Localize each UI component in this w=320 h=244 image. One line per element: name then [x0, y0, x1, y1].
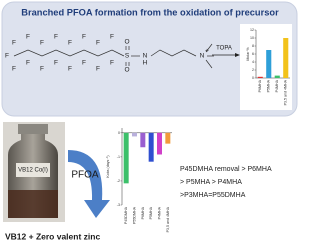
y-tick-label: 0	[252, 76, 254, 80]
atom-label: F	[5, 53, 9, 60]
title: Branched PFOA formation from the oxidati…	[21, 7, 279, 17]
bar	[266, 50, 272, 78]
methyl	[205, 43, 213, 53]
atom-label: F	[96, 66, 100, 73]
arrow-label: PFOA	[71, 170, 99, 181]
x-tick-label: P4MHA	[275, 79, 279, 92]
atom-label: N	[200, 53, 205, 60]
arrow-head	[235, 53, 240, 57]
atom-label: F	[82, 60, 86, 67]
atom-label: F	[68, 40, 72, 47]
atom-label: F	[110, 34, 114, 41]
bar	[148, 132, 154, 162]
carbon-chain	[13, 49, 125, 57]
bar	[140, 132, 146, 148]
atom-label: F	[96, 40, 100, 47]
x-tick-label: P5MHA	[267, 79, 271, 92]
atom-label: F	[82, 34, 86, 41]
atom-label: F	[26, 60, 30, 67]
y-tick-label: -3	[117, 203, 120, 207]
atom-label: O	[124, 39, 129, 46]
atom-label: F	[12, 40, 16, 47]
x-tick-label: P3,5 and 4MHA	[166, 206, 170, 232]
atom-label: F	[40, 40, 44, 47]
ranking-line: P45DMHA removal > P6MHA	[180, 166, 272, 173]
atom-label: N	[143, 53, 148, 60]
x-tick-label: P4MHA	[157, 206, 161, 219]
y-tick-label: 4	[252, 60, 254, 64]
y-axis-label: Molar %	[246, 47, 250, 61]
atom-label: S	[125, 53, 130, 60]
atom-label: F	[40, 66, 44, 73]
y-tick-label: 0	[118, 131, 120, 135]
x-tick-label: P3,5 and 4MHA	[284, 79, 288, 105]
bar	[283, 38, 289, 78]
caption: VB12 + Zero valent zinc	[5, 231, 100, 241]
x-tick-label: P6MHA	[141, 206, 145, 219]
atom-label: F	[54, 60, 58, 67]
reagent: TOPA	[216, 46, 232, 52]
atom-label: F	[12, 66, 16, 73]
y-tick-label: -2	[117, 179, 120, 183]
propyl-chain	[150, 49, 197, 57]
y-tick-label: -1	[117, 155, 120, 159]
methyl	[205, 59, 213, 69]
y-tick-label: 6	[252, 52, 254, 56]
bar	[257, 76, 263, 78]
curved-arrow	[68, 150, 110, 218]
top-panel	[1, 1, 298, 117]
molecule	[13, 43, 214, 69]
bottle-label-bg	[16, 163, 50, 177]
atom-label: F	[110, 60, 114, 67]
y-tick-label: 2	[252, 68, 254, 72]
ranking-line: >P3MHA=P55DMHA	[180, 192, 246, 199]
page: {"header":{"title":"Branched PFOA format…	[1, 1, 298, 242]
atom-label: F	[26, 34, 30, 41]
atom-label: H	[143, 60, 148, 67]
bar	[123, 132, 129, 184]
y-tick-label: 10	[250, 36, 254, 40]
x-tick-label: P45DMHA	[124, 206, 128, 224]
x-tick-label: P6MHA	[258, 79, 262, 92]
bottle-liquid	[8, 190, 58, 218]
bar	[165, 132, 171, 144]
y-axis-label: Kobs (days⁻¹)	[106, 155, 110, 177]
x-tick-label: P55DMHA	[132, 206, 136, 224]
y-tick-label: 12	[250, 28, 254, 32]
bar	[157, 132, 162, 155]
bar	[274, 75, 280, 78]
graphical-abstract: Branched PFOA formation from the oxidati…	[1, 1, 298, 241]
bottle-label: VB12 Co(I)	[18, 168, 48, 174]
atom-label: F	[54, 34, 58, 41]
bottle-cap	[18, 124, 48, 134]
bar	[132, 132, 137, 137]
atom-label: O	[124, 67, 129, 74]
x-tick-label: P5MHA	[149, 206, 153, 219]
y-tick-label: 8	[252, 44, 254, 48]
ranking-line: > P5MHA > P4MHA	[180, 179, 242, 186]
atom-label: F	[68, 66, 72, 73]
atom-label: +	[205, 48, 209, 55]
